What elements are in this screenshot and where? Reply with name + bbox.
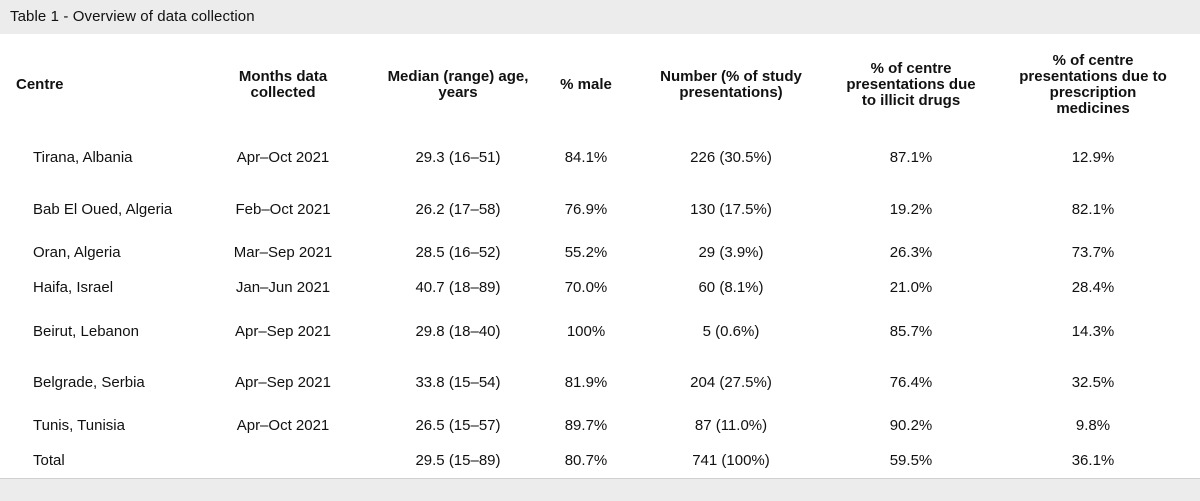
cell-age: 26.2 (17–58) (415, 201, 501, 218)
header-age: Median (range) age, years (387, 68, 529, 101)
header-male: % male (560, 76, 612, 93)
cell-male: 81.9% (564, 374, 608, 391)
cell-centre: Beirut, Lebanon (33, 323, 139, 340)
cell-male: 55.2% (564, 244, 608, 261)
cell-months: Jan–Jun 2021 (235, 279, 331, 296)
table-row: Bab El Oued, Algeria Feb–Oct 2021 26.2 (… (0, 184, 1200, 236)
cell-centre: Tunis, Tunisia (33, 417, 125, 434)
cell-male: 80.7% (564, 452, 608, 469)
cell-illicit: 26.3% (889, 244, 933, 261)
cell-prescription: 73.7% (1071, 244, 1115, 261)
cell-number: 5 (0.6%) (702, 323, 760, 340)
cell-prescription: 9.8% (1075, 417, 1111, 434)
table-row: Beirut, Lebanon Apr–Sep 2021 29.8 (18–40… (0, 306, 1200, 358)
cell-centre: Bab El Oued, Algeria (33, 201, 173, 218)
cell-illicit: 59.5% (889, 452, 933, 469)
table-row: Oran, Algeria Mar–Sep 2021 28.5 (16–52) … (0, 236, 1200, 270)
cell-centre: Tirana, Albania (33, 149, 133, 166)
cell-age: 26.5 (15–57) (415, 417, 501, 434)
cell-prescription: 28.4% (1071, 279, 1115, 296)
cell-number: 204 (27.5%) (690, 374, 772, 391)
cell-number: 741 (100%) (692, 452, 770, 469)
cell-months: Feb–Oct 2021 (235, 201, 331, 218)
header-row: Centre Months data collected Median (ran… (0, 38, 1200, 132)
cell-centre: Total (33, 452, 65, 469)
cell-illicit: 90.2% (889, 417, 933, 434)
cell-age: 29.3 (16–51) (415, 149, 501, 166)
cell-male: 76.9% (564, 201, 608, 218)
table-row: Haifa, Israel Jan–Jun 2021 40.7 (18–89) … (0, 270, 1200, 306)
table-row: Tirana, Albania Apr–Oct 2021 29.3 (16–51… (0, 132, 1200, 184)
cell-months: Mar–Sep 2021 (233, 244, 333, 261)
cell-male: 84.1% (564, 149, 608, 166)
table-row: Tunis, Tunisia Apr–Oct 2021 26.5 (15–57)… (0, 408, 1200, 444)
header-months: Months data collected (238, 68, 328, 101)
header-prescription: % of centre presentations due to prescri… (1019, 52, 1167, 117)
cell-number: 29 (3.9%) (698, 244, 764, 261)
data-collection-table: Centre Months data collected Median (ran… (0, 38, 1200, 478)
cell-number: 60 (8.1%) (698, 279, 764, 296)
cell-centre: Haifa, Israel (33, 279, 114, 296)
cell-male: 89.7% (564, 417, 608, 434)
table-caption: Table 1 - Overview of data collection (10, 8, 255, 25)
cell-age: 28.5 (16–52) (415, 244, 501, 261)
table-row: Belgrade, Serbia Apr–Sep 2021 33.8 (15–5… (0, 358, 1200, 408)
cell-centre: Oran, Algeria (33, 244, 121, 261)
cell-illicit: 85.7% (889, 323, 933, 340)
cell-age: 29.8 (18–40) (415, 323, 501, 340)
cell-illicit: 19.2% (889, 201, 933, 218)
cell-prescription: 82.1% (1071, 201, 1115, 218)
cell-prescription: 32.5% (1071, 374, 1115, 391)
cell-age: 40.7 (18–89) (415, 279, 501, 296)
table-row-total: Total 29.5 (15–89) 80.7% 741 (100%) 59.5… (0, 444, 1200, 478)
footer-bar (0, 478, 1200, 501)
cell-months: Apr–Sep 2021 (235, 374, 331, 391)
cell-illicit: 76.4% (889, 374, 933, 391)
cell-male: 70.0% (564, 279, 608, 296)
cell-centre: Belgrade, Serbia (33, 374, 145, 391)
cell-months: Apr–Oct 2021 (236, 149, 330, 166)
cell-months: Apr–Sep 2021 (235, 323, 331, 340)
cell-prescription: 36.1% (1071, 452, 1115, 469)
cell-number: 130 (17.5%) (690, 201, 772, 218)
header-centre: Centre (16, 76, 64, 93)
cell-prescription: 14.3% (1071, 323, 1115, 340)
header-number: Number (% of study presentations) (660, 68, 802, 101)
caption-bar: Table 1 - Overview of data collection (0, 0, 1200, 34)
cell-months: Apr–Oct 2021 (236, 417, 330, 434)
cell-illicit: 87.1% (889, 149, 933, 166)
cell-prescription: 12.9% (1071, 149, 1115, 166)
cell-illicit: 21.0% (889, 279, 933, 296)
cell-number: 226 (30.5%) (690, 149, 772, 166)
cell-months (196, 444, 370, 478)
header-illicit: % of centre presentations due to illicit… (846, 60, 976, 109)
cell-male: 100% (566, 323, 606, 340)
cell-age: 33.8 (15–54) (415, 374, 501, 391)
cell-age: 29.5 (15–89) (415, 452, 501, 469)
cell-number: 87 (11.0%) (694, 417, 768, 434)
